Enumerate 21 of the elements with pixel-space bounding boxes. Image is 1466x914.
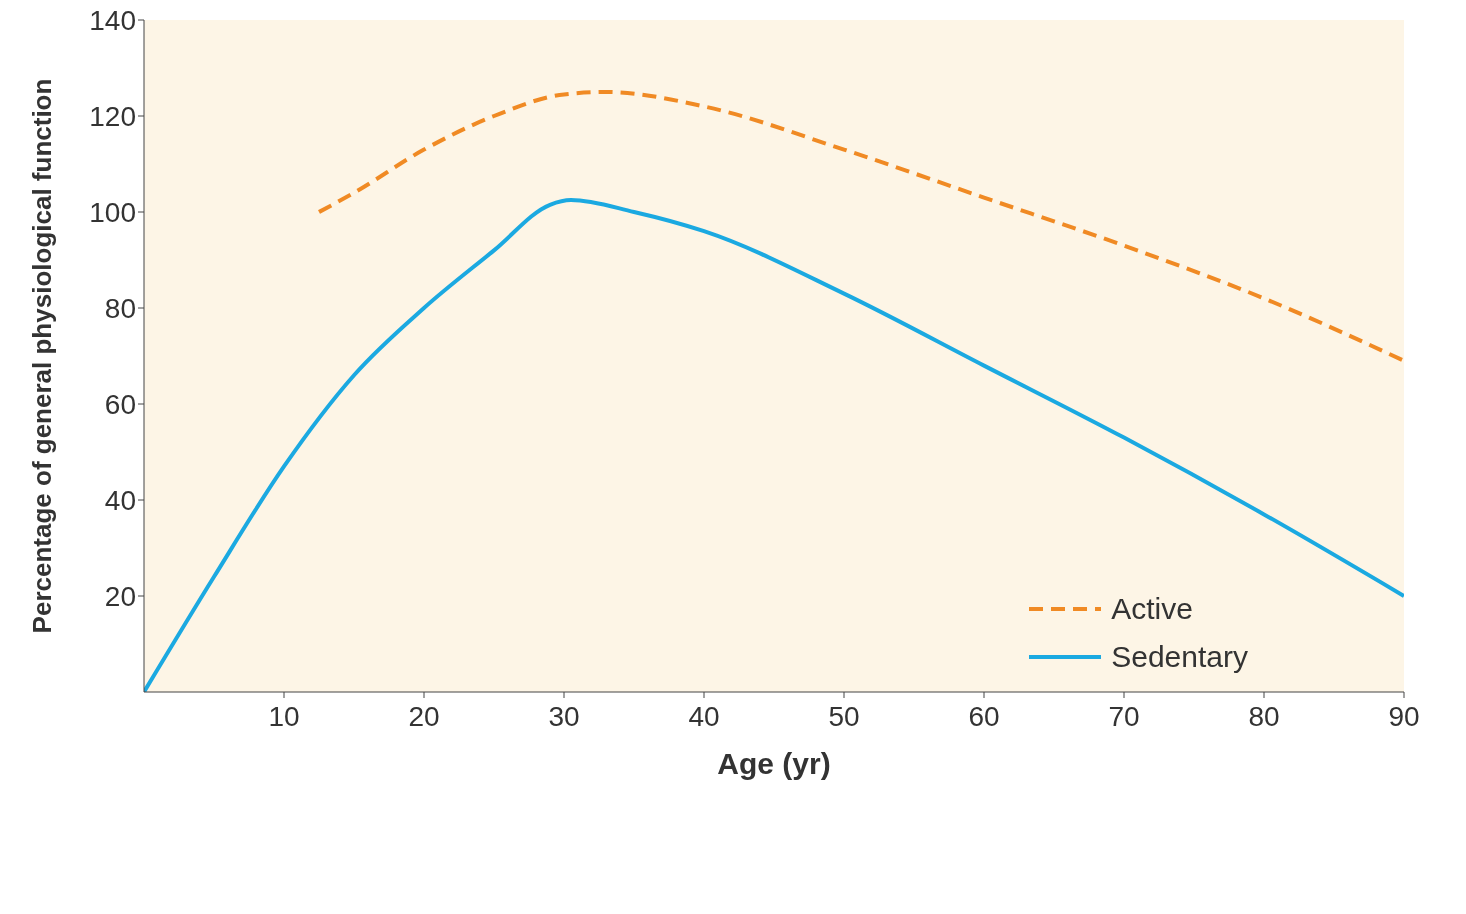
- y-tick-label: 120: [89, 100, 136, 132]
- y-tick-label: 80: [104, 292, 136, 324]
- x-tick-label: 30: [548, 700, 580, 732]
- y-tick-label: 100: [89, 196, 136, 228]
- y-tick-label: 20: [104, 580, 136, 612]
- x-tick-label: 10: [268, 700, 300, 732]
- x-tick-label: 80: [1248, 700, 1280, 732]
- y-tick-label: 40: [104, 484, 136, 516]
- legend-label: Active: [1111, 592, 1193, 626]
- legend-label: Sedentary: [1111, 640, 1248, 674]
- y-tick-label: 60: [104, 388, 136, 420]
- y-tick-label: 140: [89, 4, 136, 36]
- x-axis-title: Age (yr): [717, 747, 831, 780]
- x-tick-label: 90: [1388, 700, 1420, 732]
- y-axis-title: Percentage of general physiological function: [27, 78, 58, 634]
- x-tick-label: 50: [828, 700, 860, 732]
- line-series: [317, 90, 1404, 363]
- x-tick-label: 40: [688, 700, 720, 732]
- x-tick-label: 20: [408, 700, 440, 732]
- x-tick-label: 70: [1108, 700, 1140, 732]
- x-tick-label: 60: [968, 700, 1000, 732]
